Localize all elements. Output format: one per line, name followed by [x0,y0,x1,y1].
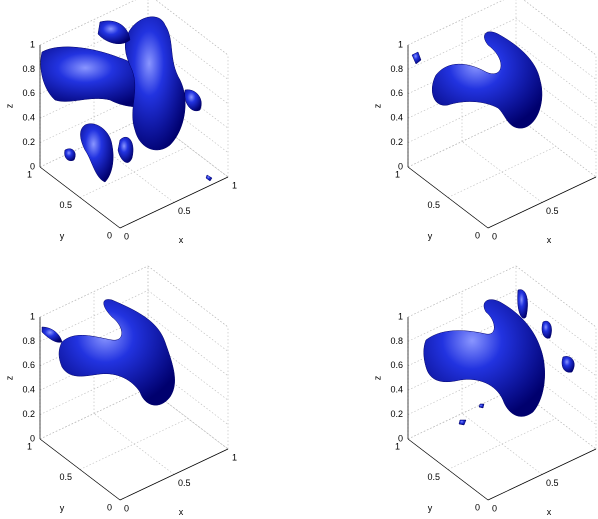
z-axis-label: z [4,103,14,108]
z-tick-label: 1 [30,311,35,321]
x-tick-label: 1 [232,452,237,462]
z-tick-label: 0.4 [390,385,403,395]
y-axis-label: y [428,231,433,241]
y-tick-label: 0 [107,502,112,512]
x-tick-label: 0.5 [178,206,191,216]
z-tick-label: 1 [398,311,403,321]
z-tick-label: 0.8 [22,64,35,74]
y-tick-label: 0.5 [427,472,440,482]
y-tick-label: 0.5 [59,472,72,482]
x-axis-label: x [547,235,552,245]
z-tick-label: 0.2 [22,137,35,147]
y-tick-label: 0.5 [59,200,72,210]
z-tick-label: 0.6 [22,360,35,370]
y-tick-label: 1 [395,441,400,451]
z-axis-label: z [372,103,382,108]
x-tick-label: 0.5 [178,478,191,488]
x-axis-label: x [179,507,184,517]
x-tick-label: 0 [124,231,129,241]
y-tick-label: 0.5 [427,200,440,210]
y-axis-label: y [60,231,65,241]
y-tick-label: 0 [475,502,480,512]
z-tick-label: 0.4 [390,113,403,123]
z-tick-label: 0.6 [390,88,403,98]
z-tick-label: 0.4 [22,385,35,395]
y-tick-label: 1 [27,169,32,179]
z-tick-label: 0.8 [390,336,403,346]
x-axis-label: x [179,235,184,245]
z-axis-label: z [372,375,382,380]
x-tick-label: 0 [492,231,497,241]
y-tick-label: 0 [475,230,480,240]
x-tick-label: 0 [124,503,129,513]
y-tick-label: 0 [107,230,112,240]
z-tick-label: 0.2 [390,409,403,419]
y-axis-label: y [428,503,433,513]
y-tick-label: 1 [27,441,32,451]
z-tick-label: 0.6 [22,88,35,98]
z-tick-label: 1 [398,39,403,49]
z-tick-label: 0.4 [22,113,35,123]
z-tick-label: 0.2 [390,137,403,147]
z-tick-label: 0.8 [390,64,403,74]
z-tick-label: 0.2 [22,409,35,419]
z-tick-label: 0.8 [22,336,35,346]
figure: 0 0.2 0.4 0.6 0.8 1 0 0.5 1 0 0.5 1 x y z 0 0.2 0.4 0.6 0.… [0,0,598,519]
y-axis-label: y [60,503,65,513]
x-tick-label: 1 [232,180,237,190]
x-tick-label: 0.5 [546,206,559,216]
z-axis-label: z [4,375,14,380]
z-tick-label: 1 [30,39,35,49]
x-axis-label: x [547,507,552,517]
x-tick-label: 0.5 [546,478,559,488]
x-tick-label: 0 [492,503,497,513]
y-tick-label: 1 [395,169,400,179]
z-tick-label: 0.6 [390,360,403,370]
